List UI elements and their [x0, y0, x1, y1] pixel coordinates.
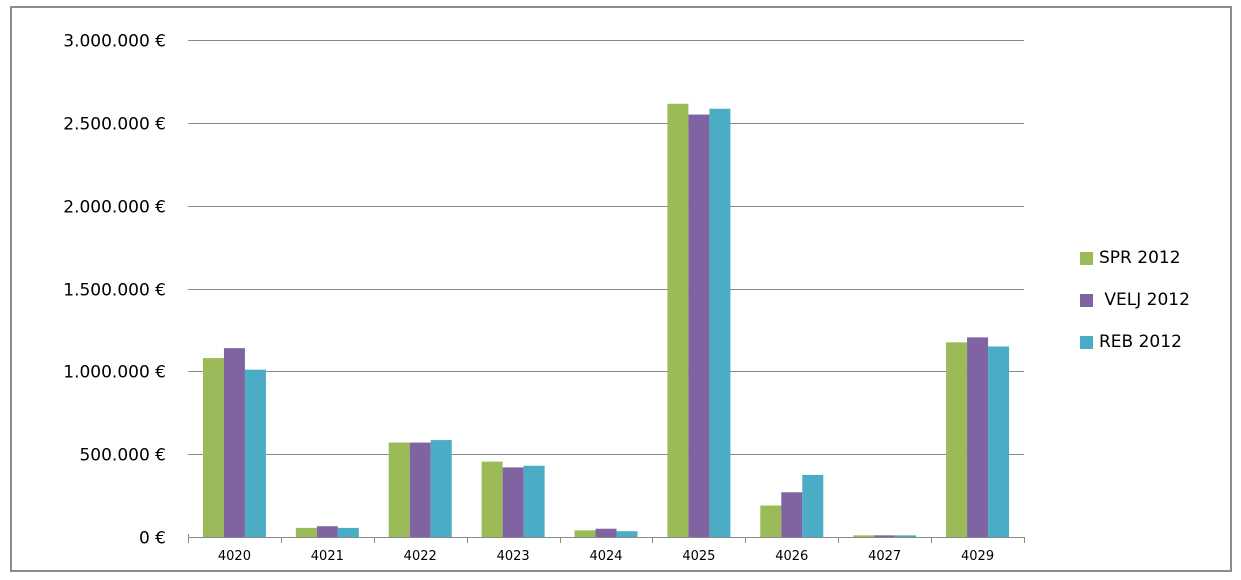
y-tick-label: 1.500.000 €: [63, 281, 166, 301]
x-tick-label: 4021: [311, 549, 344, 564]
x-axis-category-labels: 4020 4021 4022 4023 4024 4025 4026 4027 4029: [218, 549, 994, 564]
legend-label: REB 2012: [1099, 332, 1182, 352]
bar-4029-series-2: [967, 337, 989, 537]
legend-item-reb-2012: REB 2012: [1080, 330, 1230, 354]
bar-4024-series-1: [574, 530, 596, 537]
x-tick-label: 4024: [589, 549, 622, 564]
bar-4027-series-2: [874, 535, 896, 537]
y-tick-label: 2.000.000 €: [63, 198, 166, 218]
bar-4022-series-1: [388, 442, 410, 537]
bar-4025-series-3: [709, 108, 731, 537]
legend-label: VELJ 2012: [1099, 290, 1190, 310]
bar-4020-series-2: [223, 348, 245, 537]
bar-4029-series-1: [946, 342, 968, 537]
gridlines: [188, 40, 1024, 455]
bar-4021-series-3: [337, 527, 359, 537]
legend-swatch: [1080, 335, 1093, 349]
legend-item-velj-2012: VELJ 2012: [1080, 288, 1230, 312]
bar-4023-series-1: [481, 461, 503, 537]
bar-4026-series-3: [802, 474, 824, 538]
bar-4022-series-2: [409, 442, 431, 537]
x-tick-label: 4026: [775, 549, 808, 564]
bar-4020-series-3: [244, 369, 266, 537]
legend-swatch: [1080, 251, 1093, 265]
bar-4024-series-3: [616, 531, 638, 537]
bar-4026-series-2: [781, 492, 803, 537]
x-tick-label: 4025: [682, 549, 715, 564]
bars: [202, 103, 1010, 538]
bar-4022-series-3: [430, 440, 452, 537]
bar-4025-series-2: [688, 114, 710, 538]
bar-4020-series-1: [202, 358, 224, 537]
legend: SPR 2012 VELJ 2012 REB 2012: [1080, 246, 1230, 372]
y-tick-label: 2.500.000 €: [63, 115, 166, 135]
legend-item-spr-2012: SPR 2012: [1080, 246, 1230, 270]
y-axis-tick-labels: 0 € 500.000 € 1.000.000 € 1.500.000 € 2.000.…: [63, 32, 166, 549]
bar-4026-series-1: [760, 505, 782, 537]
x-tick-label: 4029: [961, 549, 994, 564]
x-tick-label: 4020: [218, 549, 251, 564]
y-tick-label: 500.000 €: [79, 446, 166, 466]
bar-4024-series-2: [595, 528, 617, 537]
x-axis: [188, 534, 1025, 543]
x-tick-label: 4027: [868, 549, 901, 564]
bar-4029-series-3: [988, 346, 1010, 537]
y-tick-label: 1.000.000 €: [63, 363, 166, 383]
bar-4023-series-2: [502, 467, 524, 537]
bar-4027-series-3: [895, 535, 917, 537]
bar-4025-series-1: [667, 103, 689, 537]
legend-swatch: [1080, 293, 1093, 307]
y-tick-label: 3.000.000 €: [63, 32, 166, 52]
bar-4021-series-2: [316, 526, 338, 537]
bar-4021-series-1: [295, 527, 317, 537]
bar-4023-series-3: [523, 465, 545, 537]
x-tick-label: 4023: [497, 549, 530, 564]
bar-4027-series-1: [853, 535, 875, 537]
x-tick-label: 4022: [404, 549, 437, 564]
legend-label: SPR 2012: [1099, 248, 1181, 268]
y-tick-label: 0 €: [139, 529, 166, 549]
